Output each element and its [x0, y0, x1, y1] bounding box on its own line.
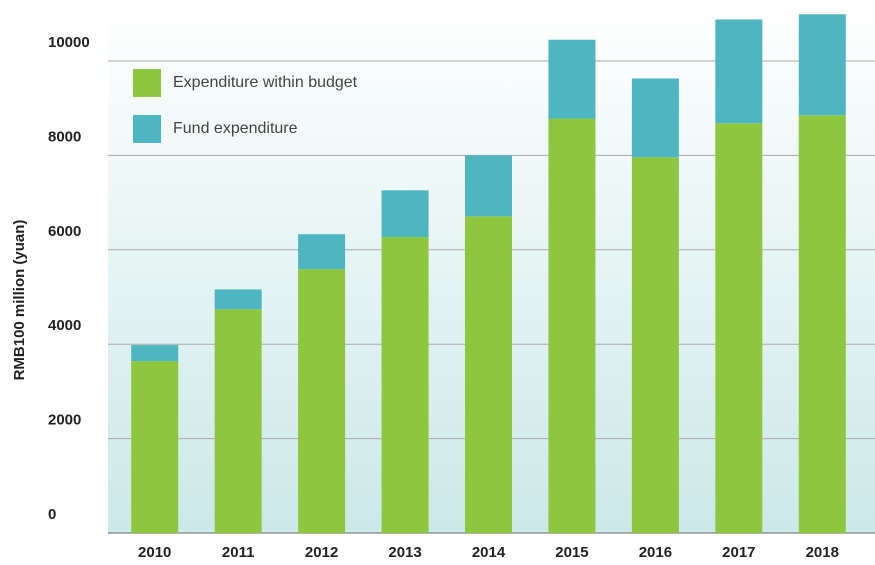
bar-segment	[465, 216, 512, 533]
bar-segment	[465, 155, 512, 217]
bar-segment	[214, 309, 262, 533]
x-tick-label: 2012	[305, 544, 338, 561]
y-tick-label: 2000	[48, 412, 81, 429]
bar-segment	[214, 289, 262, 310]
bar-segment	[298, 234, 346, 270]
y-axis-title: RMB100 million (yuan)	[11, 220, 28, 381]
bar-segment	[798, 115, 846, 533]
bar-segment	[715, 19, 763, 124]
x-tick-label: 2017	[722, 544, 755, 561]
legend-label: Expenditure within budget	[173, 74, 358, 91]
bar-segment	[298, 269, 346, 533]
legend-label: Fund expenditure	[173, 120, 298, 137]
x-tick-label: 2014	[472, 544, 506, 561]
bar-segment	[548, 39, 596, 119]
bar-segment	[798, 14, 846, 116]
x-tick-label: 2016	[639, 544, 672, 561]
bar-segment	[631, 78, 679, 158]
y-tick-label: 6000	[48, 223, 81, 240]
y-tick-label: 0	[48, 506, 56, 523]
y-tick-label: 4000	[48, 317, 81, 334]
bar-segment	[381, 237, 429, 533]
bar-segment	[131, 361, 179, 533]
y-tick-label: 10000	[48, 34, 90, 51]
x-tick-label: 2011	[222, 544, 255, 561]
bar-segment	[548, 118, 596, 534]
bar-segment	[381, 190, 429, 238]
x-tick-label: 2013	[388, 544, 421, 561]
x-tick-label: 2010	[138, 544, 171, 561]
x-tick-label: 2015	[555, 544, 588, 561]
x-tick-label: 2018	[806, 544, 839, 561]
legend-swatch	[133, 115, 161, 143]
y-tick-label: 8000	[48, 128, 81, 145]
bar-segment	[131, 345, 179, 362]
legend-swatch	[133, 69, 161, 97]
bar-segment	[631, 157, 679, 533]
bar-segment	[715, 123, 763, 533]
